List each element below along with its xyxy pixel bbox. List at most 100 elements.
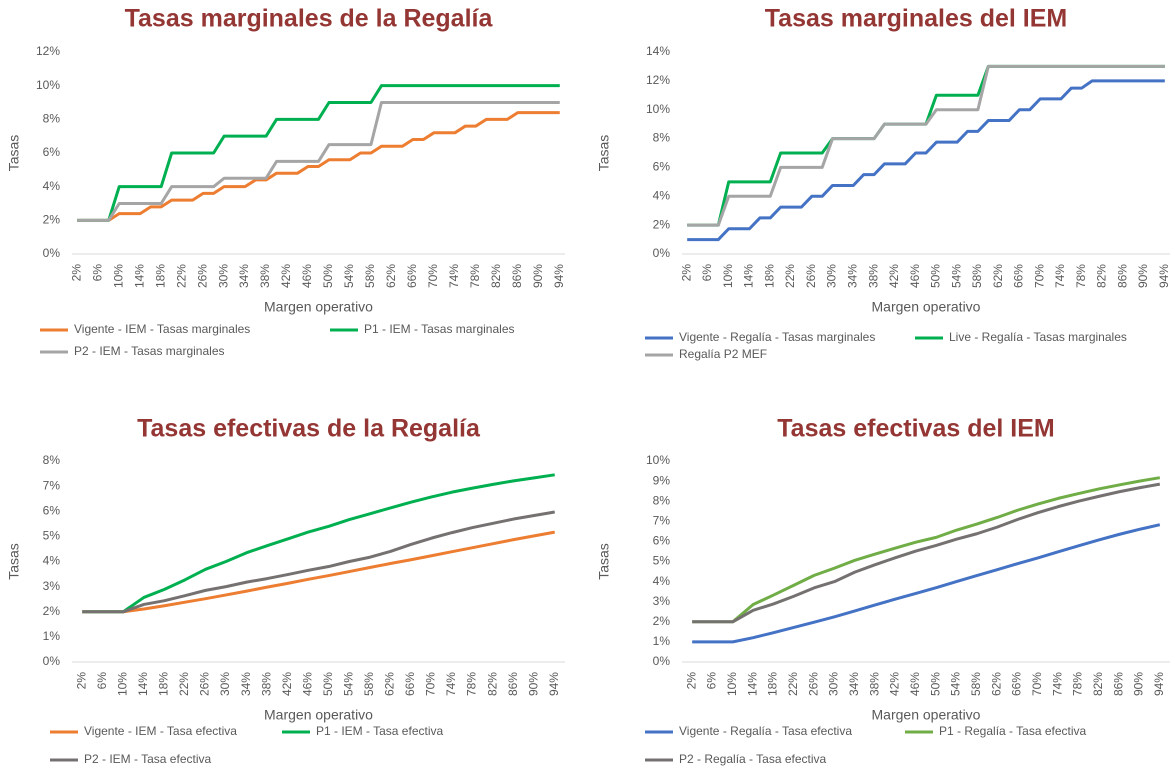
x-tick-label: 78% xyxy=(465,672,479,696)
y-tick-label: 8% xyxy=(43,112,61,126)
x-tick-label: 62% xyxy=(383,672,397,696)
x-tick-label: 82% xyxy=(485,672,499,696)
x-tick-label: 6% xyxy=(705,672,719,690)
x-tick-label: 50% xyxy=(928,672,942,696)
x-tick-label: 42% xyxy=(888,672,902,696)
x-tick-label: 82% xyxy=(1095,264,1109,288)
x-tick-label: 86% xyxy=(506,672,520,696)
y-tick-label: 6% xyxy=(43,145,61,159)
x-tick-label: 22% xyxy=(177,672,191,696)
y-tick-label: 4% xyxy=(653,574,671,588)
x-tick-label: 90% xyxy=(531,264,545,288)
x-tick-label: 70% xyxy=(426,264,440,288)
x-tick-label: 66% xyxy=(1012,264,1026,288)
legend-label: Vigente - IEM - Tasa efectiva xyxy=(84,724,237,738)
y-tick-label: 5% xyxy=(653,554,671,568)
legend-label: Vigente - Regalía - Tasa efectiva xyxy=(679,724,852,738)
legend-label: P1 - IEM - Tasa efectiva xyxy=(316,724,443,738)
x-tick-label: 86% xyxy=(1115,264,1129,288)
y-axis-label: Tasas xyxy=(6,543,22,580)
x-tick-label: 74% xyxy=(1053,264,1067,288)
series-line xyxy=(77,111,560,222)
x-tick-label: 6% xyxy=(90,264,104,282)
chart-title: Tasas marginales de la Regalía xyxy=(125,5,494,33)
x-tick-label: 46% xyxy=(300,672,314,696)
x-tick-label: 62% xyxy=(384,264,398,288)
y-tick-label: 6% xyxy=(43,503,61,517)
x-tick-label: 70% xyxy=(1032,264,1046,288)
x-tick-label: 46% xyxy=(300,264,314,288)
x-tick-label: 10% xyxy=(116,672,130,696)
x-tick-label: 82% xyxy=(1091,672,1105,696)
x-tick-label: 66% xyxy=(403,672,417,696)
series-line xyxy=(687,64,1165,227)
legend-label: P2 - IEM - Tasa efectiva xyxy=(84,752,211,766)
x-tick-label: 50% xyxy=(929,264,943,288)
x-tick-label: 70% xyxy=(1030,672,1044,696)
x-tick-label: 58% xyxy=(363,264,377,288)
y-tick-label: 1% xyxy=(653,634,671,648)
y-tick-label: 14% xyxy=(646,44,670,58)
y-tick-label: 12% xyxy=(36,44,60,58)
x-tick-label: 78% xyxy=(1071,672,1085,696)
x-axis-label: Margen operativo xyxy=(264,299,373,315)
x-tick-label: 94% xyxy=(1157,264,1171,288)
y-tick-label: 9% xyxy=(653,473,671,487)
x-tick-label: 2% xyxy=(69,264,83,282)
y-tick-label: 4% xyxy=(43,554,61,568)
x-tick-label: 74% xyxy=(447,264,461,288)
x-tick-label: 30% xyxy=(827,672,841,696)
series-line xyxy=(82,473,555,614)
x-tick-label: 30% xyxy=(825,264,839,288)
legend-label: P1 - Regalía - Tasa efectiva xyxy=(939,724,1087,738)
y-tick-label: 8% xyxy=(43,453,61,467)
x-tick-label: 34% xyxy=(239,672,253,696)
legend-label: Live - Regalía - Tasas marginales xyxy=(949,330,1127,344)
y-tick-label: 8% xyxy=(653,493,671,507)
x-tick-label: 74% xyxy=(1050,672,1064,696)
x-tick-label: 18% xyxy=(153,264,167,288)
x-tick-label: 78% xyxy=(468,264,482,288)
x-tick-label: 54% xyxy=(949,264,963,288)
x-tick-label: 2% xyxy=(74,672,88,690)
x-tick-label: 26% xyxy=(804,264,818,288)
x-tick-label: 42% xyxy=(887,264,901,288)
x-tick-label: 26% xyxy=(806,672,820,696)
x-tick-label: 22% xyxy=(786,672,800,696)
y-tick-label: 8% xyxy=(653,131,671,145)
y-tick-label: 5% xyxy=(43,529,61,543)
series-line xyxy=(692,523,1161,644)
y-tick-label: 4% xyxy=(653,188,671,202)
x-tick-label: 38% xyxy=(866,264,880,288)
series-line xyxy=(82,510,555,614)
x-tick-label: 42% xyxy=(280,672,294,696)
series-line xyxy=(687,79,1165,242)
x-tick-label: 26% xyxy=(195,264,209,288)
x-tick-label: 38% xyxy=(258,264,272,288)
x-tick-label: 2% xyxy=(684,672,698,690)
x-tick-label: 86% xyxy=(510,264,524,288)
y-tick-label: 7% xyxy=(43,478,61,492)
y-tick-label: 6% xyxy=(653,534,671,548)
x-tick-label: 2% xyxy=(679,264,693,282)
y-tick-label: 4% xyxy=(43,179,61,193)
series-line xyxy=(77,84,560,222)
x-tick-label: 74% xyxy=(444,672,458,696)
x-tick-label: 18% xyxy=(766,672,780,696)
x-tick-label: 54% xyxy=(342,264,356,288)
y-tick-label: 0% xyxy=(43,246,61,260)
legend-label: Vigente - Regalía - Tasas marginales xyxy=(679,330,875,344)
x-tick-label: 14% xyxy=(745,672,759,696)
x-tick-label: 94% xyxy=(547,672,561,696)
series-line xyxy=(692,476,1161,624)
x-tick-label: 34% xyxy=(845,264,859,288)
y-tick-label: 7% xyxy=(653,513,671,527)
x-tick-label: 6% xyxy=(95,672,109,690)
x-tick-label: 30% xyxy=(218,672,232,696)
x-tick-label: 50% xyxy=(321,672,335,696)
x-tick-label: 18% xyxy=(762,264,776,288)
x-tick-label: 94% xyxy=(1152,672,1166,696)
y-tick-label: 10% xyxy=(646,102,670,116)
y-tick-label: 12% xyxy=(646,73,670,87)
